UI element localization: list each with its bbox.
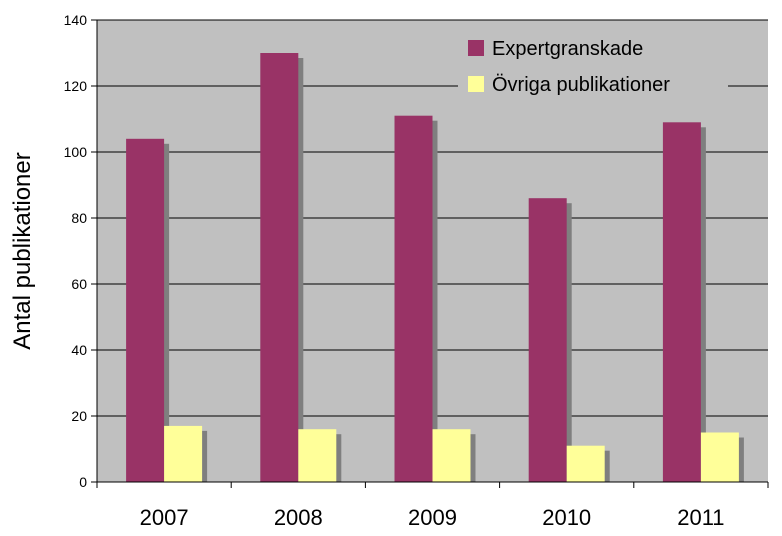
legend-label-ovriga-publikationer: Övriga publikationer — [492, 74, 670, 96]
x-tick-labels: 2007 2008 2009 2010 2011 — [96, 482, 769, 530]
y-tick-label: 40 — [71, 342, 87, 358]
y-tick-label: 140 — [64, 12, 88, 28]
x-tick-label: 2010 — [542, 505, 591, 530]
y-axis-label: Antal publikationer — [9, 152, 36, 349]
bars — [126, 53, 744, 483]
bar-expertgranskade-2007 — [126, 138, 165, 483]
y-tick-label: 0 — [79, 474, 87, 490]
x-tick-label: 2008 — [274, 505, 323, 530]
bar-ovriga-2009 — [432, 429, 471, 482]
x-tick-label: 2011 — [677, 505, 724, 530]
y-tick-label: 100 — [64, 144, 88, 160]
bar-expertgranskade-2011 — [662, 122, 701, 483]
bar-expertgranskade-2009 — [394, 115, 433, 482]
bar-ovriga-2010 — [566, 445, 605, 482]
legend-swatch-expertgranskade — [468, 40, 484, 56]
legend: Expertgranskade Övriga publikationer — [458, 30, 728, 106]
legend-background — [458, 30, 728, 106]
bar-expertgranskade-2010 — [528, 198, 567, 482]
y-tick-label: 120 — [64, 78, 88, 94]
bar-ovriga-2008 — [298, 429, 337, 482]
bar-ovriga-2011 — [700, 432, 739, 482]
y-tick-label: 20 — [71, 408, 87, 424]
axes — [91, 20, 768, 483]
bar-ovriga-2007 — [164, 425, 203, 482]
legend-swatch-ovriga-publikationer — [468, 76, 484, 92]
legend-label-expertgranskade: Expertgranskade — [492, 38, 643, 60]
y-tick-label: 60 — [71, 276, 87, 292]
y-tick-label: 80 — [71, 210, 87, 226]
bar-expertgranskade-2008 — [260, 53, 299, 482]
x-tick-label: 2009 — [408, 505, 457, 530]
y-tick-labels: 0 20 40 60 80 100 120 140 — [64, 12, 97, 490]
x-tick-label: 2007 — [140, 505, 189, 530]
